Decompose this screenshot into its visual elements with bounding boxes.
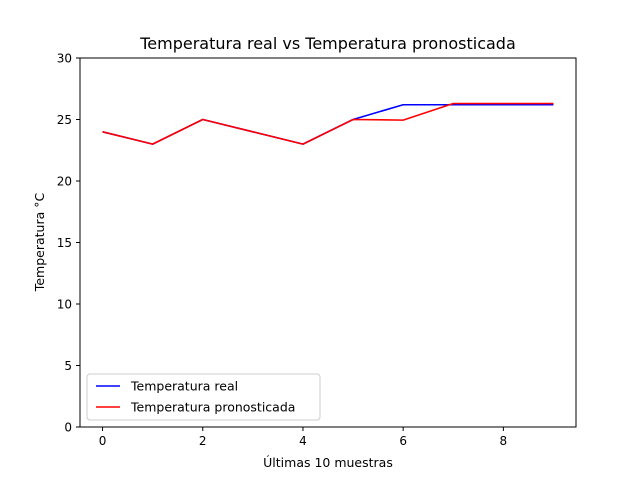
legend-label-0: Temperatura real [130,379,238,394]
y-axis-label: Temperatura °C [32,193,47,293]
legend-label-1: Temperatura pronosticada [130,400,295,415]
plot-frame [79,57,577,428]
y-tick-label: 20 [57,175,72,189]
x-tick-label: 2 [199,434,207,448]
y-tick-label: 0 [64,421,72,435]
legend: Temperatura real Temperatura pronosticada [86,373,321,421]
y-tick-label: 5 [64,359,72,373]
x-axis-label: Últimas 10 muestras [263,455,393,470]
y-tick-label: 25 [57,113,72,127]
axis-ticks: 0 2 4 6 8 0 5 10 15 20 25 30 [57,52,507,449]
y-tick-label: 10 [57,298,72,312]
y-tick-label: 30 [57,52,72,66]
x-tick-label: 6 [399,434,407,448]
legend-box [86,373,321,421]
x-tick-label: 8 [500,434,508,448]
y-tick-label: 15 [57,236,72,250]
chart-title: Temperatura real vs Temperatura pronosti… [139,34,516,53]
series-group [102,102,554,145]
series-line-1 [102,102,554,145]
x-tick-label: 4 [299,434,307,448]
series-line-0 [102,103,554,145]
x-tick-label: 0 [99,434,107,448]
